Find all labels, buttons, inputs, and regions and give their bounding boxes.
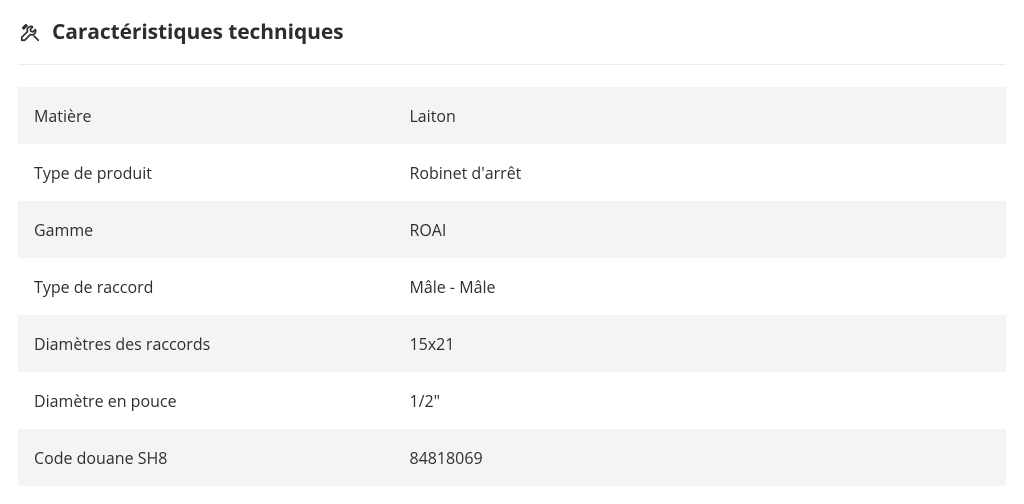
spec-table-body: Matière Laiton Type de produit Robinet d…: [18, 87, 1006, 486]
table-row: Matière Laiton: [18, 87, 1006, 144]
spec-label: Type de produit: [18, 144, 393, 201]
table-row: Type de raccord Mâle - Mâle: [18, 258, 1006, 315]
spec-label: Code douane SH8: [18, 429, 393, 486]
table-row: Code douane SH8 84818069: [18, 429, 1006, 486]
spec-label: Diamètre en pouce: [18, 372, 393, 429]
spec-value: 1/2": [393, 372, 1006, 429]
spec-value: ROAI: [393, 201, 1006, 258]
spec-value: Robinet d'arrêt: [393, 144, 1006, 201]
spec-value: 15x21: [393, 315, 1006, 372]
spec-value: 84818069: [393, 429, 1006, 486]
spec-value: Laiton: [393, 87, 1006, 144]
spec-label: Gamme: [18, 201, 393, 258]
spec-label: Diamètres des raccords: [18, 315, 393, 372]
table-row: Diamètre en pouce 1/2": [18, 372, 1006, 429]
section-header: Caractéristiques techniques: [18, 18, 1006, 65]
spec-label: Type de raccord: [18, 258, 393, 315]
table-row: Diamètres des raccords 15x21: [18, 315, 1006, 372]
tools-icon: [18, 20, 42, 44]
spec-table: Matière Laiton Type de produit Robinet d…: [18, 87, 1006, 486]
spec-label: Matière: [18, 87, 393, 144]
table-row: Type de produit Robinet d'arrêt: [18, 144, 1006, 201]
table-row: Gamme ROAI: [18, 201, 1006, 258]
section-title: Caractéristiques techniques: [52, 18, 343, 46]
spec-value: Mâle - Mâle: [393, 258, 1006, 315]
